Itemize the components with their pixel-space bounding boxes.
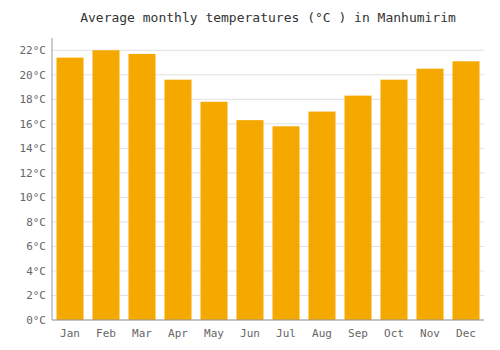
bar xyxy=(453,61,480,320)
x-tick-label: Apr xyxy=(168,327,188,340)
x-tick-label: Jul xyxy=(276,327,296,340)
bar xyxy=(129,54,156,320)
bar xyxy=(417,69,444,320)
x-tick-label: Mar xyxy=(132,327,152,340)
y-tick-label: 0°C xyxy=(26,314,46,327)
y-tick-label: 8°C xyxy=(26,216,46,229)
x-tick-label: Aug xyxy=(312,327,332,340)
x-axis-line xyxy=(52,320,484,321)
bar xyxy=(273,126,300,320)
bar xyxy=(201,102,228,320)
bar xyxy=(345,96,372,320)
y-tick-label: 2°C xyxy=(26,289,46,302)
bars xyxy=(57,50,480,320)
bar xyxy=(381,80,408,320)
y-grid xyxy=(52,50,484,320)
y-tick-label: 10°C xyxy=(20,191,47,204)
grid-line xyxy=(52,320,484,321)
y-axis-line xyxy=(52,38,53,320)
x-tick-label: Dec xyxy=(456,327,476,340)
x-tick-label: Nov xyxy=(420,327,440,340)
y-tick-label: 18°C xyxy=(20,93,47,106)
bar xyxy=(309,112,336,320)
y-tick-label: 16°C xyxy=(20,118,47,131)
x-tick-label: Jan xyxy=(60,327,80,340)
y-tick-label: 22°C xyxy=(20,44,47,57)
chart-container: Average monthly temperatures (°C ) in Ma… xyxy=(0,0,500,350)
bar xyxy=(237,120,264,320)
y-tick-label: 6°C xyxy=(26,240,46,253)
title: Average monthly temperatures (°C ) in Ma… xyxy=(80,10,456,25)
y-tick-label: 20°C xyxy=(20,69,47,82)
y-tick-label: 4°C xyxy=(26,265,46,278)
chart: Average monthly temperatures (°C ) in Ma… xyxy=(0,0,500,350)
x-tick-label: May xyxy=(204,327,224,340)
bar xyxy=(57,58,84,320)
y-tick-label: 12°C xyxy=(20,167,47,180)
x-tick-label: Sep xyxy=(348,327,368,340)
x-tick-label: Feb xyxy=(96,327,116,340)
x-tick-label: Jun xyxy=(240,327,260,340)
y-tick-label: 14°C xyxy=(20,142,47,155)
x-tick-label: Oct xyxy=(384,327,404,340)
bar xyxy=(165,80,192,320)
bar xyxy=(93,50,120,320)
